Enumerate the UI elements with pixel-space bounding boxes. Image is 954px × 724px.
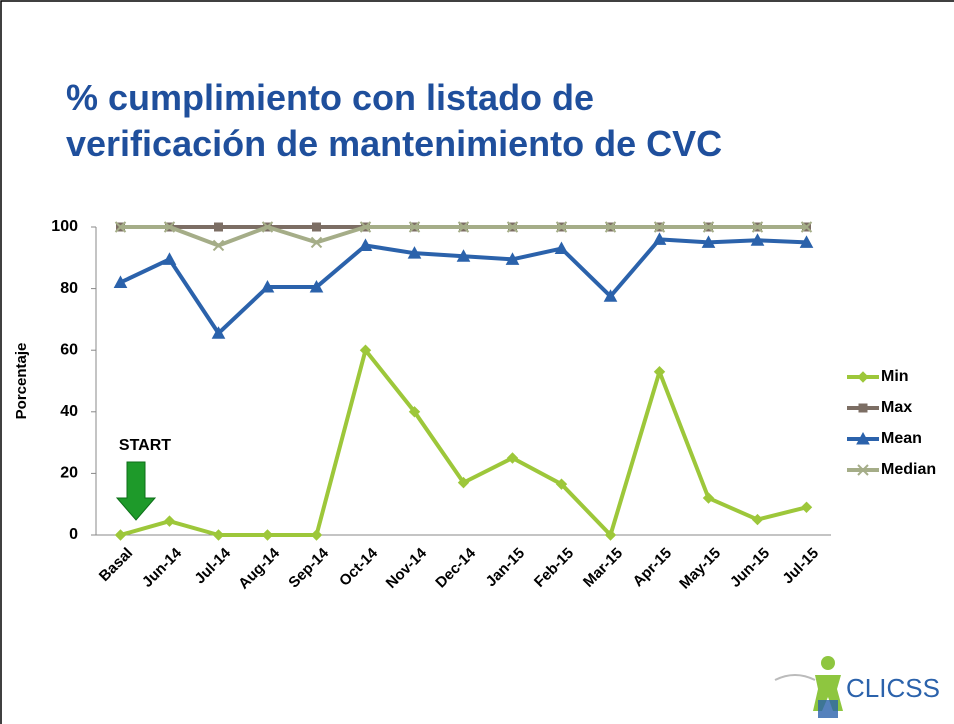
marker: [457, 221, 470, 233]
marker: [554, 241, 569, 255]
marker: [506, 452, 519, 464]
logo-text: CLICSS: [846, 673, 940, 703]
marker: [750, 233, 765, 246]
legend-label: Max: [881, 399, 912, 416]
marker: [604, 529, 617, 541]
marker: [652, 232, 667, 245]
logo-head: [821, 656, 835, 670]
marker: [359, 344, 372, 356]
marker: [555, 478, 568, 490]
start-arrow: [115, 461, 157, 521]
marker: [800, 221, 813, 233]
y-tick-label: 100: [51, 218, 78, 235]
marker: [858, 403, 868, 413]
y-tick-label: 80: [60, 280, 78, 297]
logo-base: [818, 700, 838, 718]
marker: [162, 252, 177, 265]
marker: [211, 326, 226, 339]
marker: [456, 249, 471, 262]
marker: [163, 221, 176, 233]
marker: [359, 221, 372, 233]
marker: [653, 221, 666, 233]
marker: [261, 529, 274, 541]
legend-label: Min: [881, 368, 909, 385]
y-axis-label: Porcentaje: [13, 343, 30, 420]
marker: [310, 529, 323, 541]
marker: [407, 246, 422, 259]
marker: [604, 221, 617, 233]
chart-title: % cumplimiento con listado de verificació…: [66, 77, 722, 164]
series: [114, 344, 813, 541]
marker: [603, 289, 618, 302]
marker: [751, 513, 764, 526]
marker: [555, 221, 568, 233]
marker: [113, 275, 128, 288]
series: [114, 221, 813, 252]
marker: [358, 238, 373, 251]
marker: [212, 529, 225, 541]
marker: [310, 236, 323, 249]
marker: [309, 280, 324, 293]
marker: [799, 235, 814, 248]
marker: [751, 221, 764, 233]
marker: [857, 371, 869, 383]
marker: [114, 529, 127, 541]
marker: [702, 221, 715, 233]
marker: [457, 476, 470, 489]
marker: [260, 280, 275, 293]
marker: [214, 222, 223, 232]
marker: [408, 406, 421, 418]
y-tick-label: 0: [69, 526, 78, 543]
marker: [261, 221, 274, 233]
marker: [212, 239, 225, 252]
y-tick-label: 40: [60, 403, 78, 420]
marker: [506, 221, 519, 233]
marker: [163, 515, 176, 527]
marker: [505, 252, 520, 265]
marker: [701, 235, 716, 248]
marker: [408, 221, 421, 233]
logo-swoosh: [774, 674, 816, 681]
legend-label: Median: [881, 461, 936, 478]
marker: [856, 431, 870, 445]
marker: [653, 366, 666, 378]
annotation: START: [119, 437, 171, 454]
marker: [702, 492, 715, 504]
y-tick-label: 20: [60, 465, 78, 482]
y-tick-label: 60: [60, 341, 78, 358]
marker: [857, 464, 869, 476]
series: [113, 232, 814, 339]
marker: [312, 222, 321, 232]
marker: [114, 221, 127, 233]
logo: CLICSS: [774, 656, 940, 718]
marker: [800, 501, 813, 513]
legend-label: Mean: [881, 430, 922, 447]
